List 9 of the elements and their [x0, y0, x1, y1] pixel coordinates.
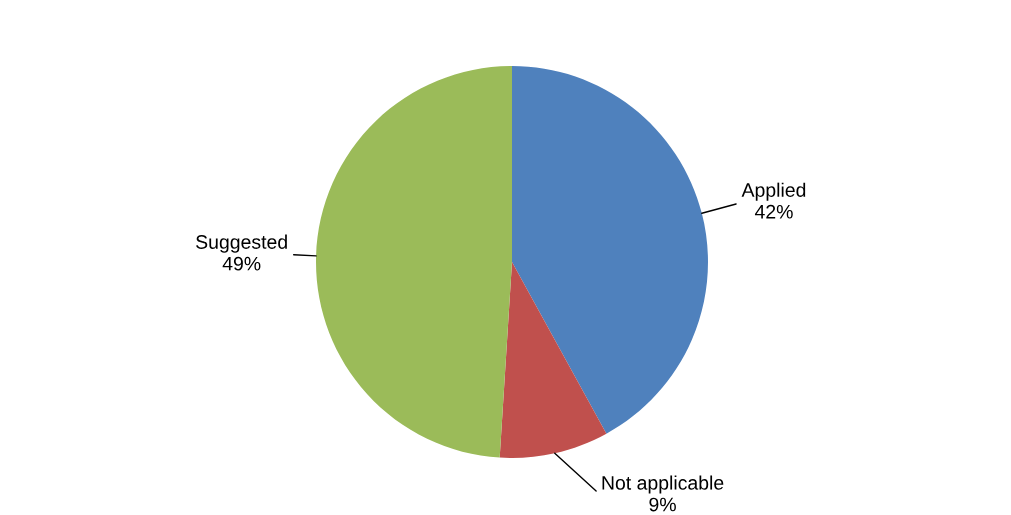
data-label: 9%: [649, 497, 676, 512]
pie-slice: [512, 66, 708, 434]
data-label: 49%: [222, 256, 261, 271]
pie-slice: [499, 262, 607, 458]
slice-label: Applied: [741, 182, 806, 201]
slice-label: Suggested: [196, 234, 287, 253]
data-label: 42%: [754, 204, 793, 219]
pie-slice: [316, 66, 512, 458]
slice-label: Not applicable: [602, 475, 724, 494]
